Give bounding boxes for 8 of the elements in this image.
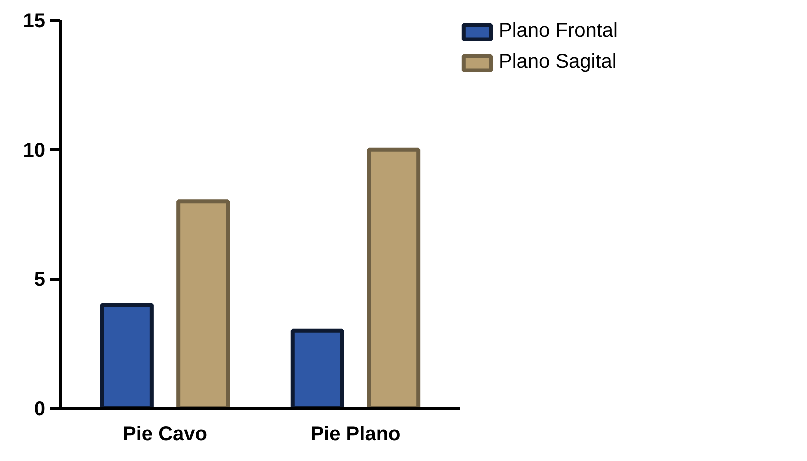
x-tick-label: Pie Cavo [123,424,208,446]
y-tick-label: 0 [34,398,46,420]
x-tick-label: Pie Plano [310,424,401,446]
y-tick-label: 5 [34,269,46,292]
y-tick-label: 10 [23,140,46,162]
legend-label: Plano Frontal [499,20,618,43]
legend-label: Plano Sagital [499,51,617,74]
y-tick-label: 15 [23,10,46,32]
